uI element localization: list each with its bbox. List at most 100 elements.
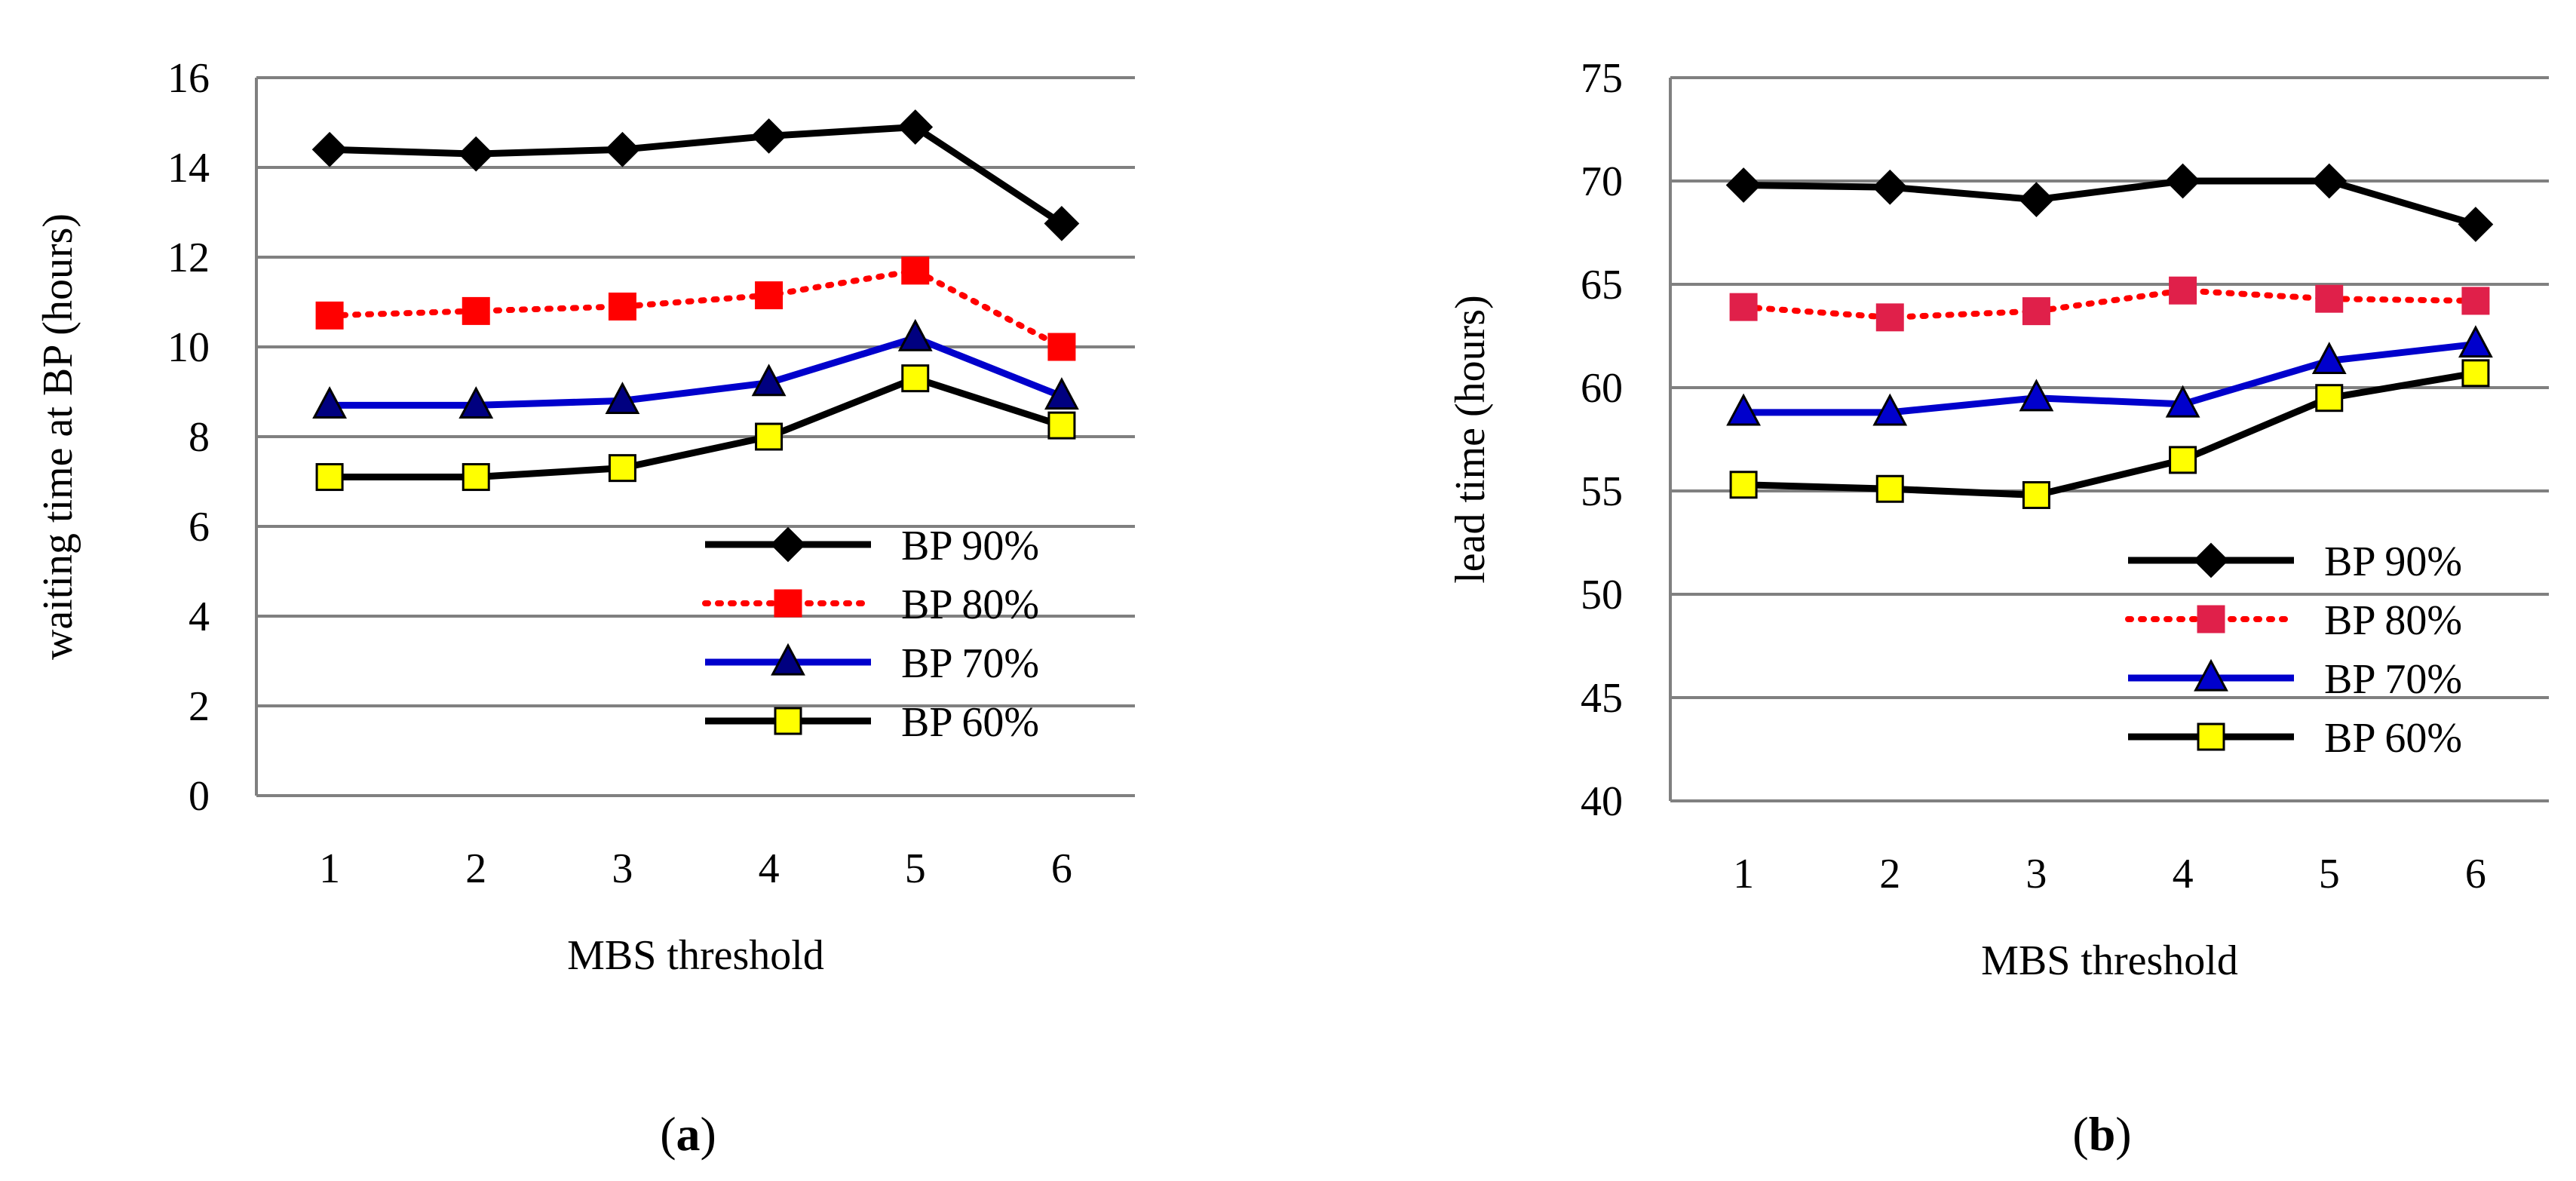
y-tick-label: 45 (1581, 675, 1623, 722)
y-tick-label: 70 (1581, 158, 1623, 205)
data-point (312, 386, 347, 419)
legend-marker (2193, 542, 2229, 578)
data-point (2311, 342, 2347, 375)
data-point (605, 382, 640, 415)
data-point (458, 386, 494, 419)
data-point (2311, 163, 2348, 199)
panel-caption: (b) (2072, 1107, 2131, 1161)
legend-label: BP 60% (2324, 715, 2462, 762)
series-line-bp80 (1740, 287, 2479, 321)
data-point (315, 463, 344, 492)
data-point (1875, 474, 1904, 503)
x-tick-label: 3 (2026, 851, 2047, 897)
data-point (2458, 325, 2493, 358)
legend-label: BP 80% (901, 581, 1039, 628)
data-point (1047, 333, 1076, 361)
legend: BP 90% BP 80% BP 70% BP 60% (2125, 538, 2462, 762)
y-tick-label: 4 (189, 594, 210, 640)
data-point (897, 318, 933, 351)
x-tick-label: 2 (1879, 851, 1900, 897)
data-point (2315, 284, 2344, 313)
data-point (1725, 167, 1762, 203)
y-tick-label: 12 (167, 235, 210, 281)
y-tick-label: 2 (189, 683, 210, 730)
data-point (2169, 276, 2197, 305)
data-point (755, 422, 784, 451)
data-point (2461, 287, 2490, 315)
data-point (1044, 377, 1079, 410)
legend-marker (770, 526, 806, 563)
x-tick-label: 4 (759, 845, 780, 892)
data-point (755, 281, 784, 310)
series-line-bp60 (1743, 370, 2476, 498)
x-tick-label: 2 (465, 845, 486, 892)
data-point (901, 256, 930, 285)
data-point (2458, 207, 2494, 242)
y-tick-label: 16 (167, 55, 210, 102)
data-point (311, 131, 348, 167)
data-point (2165, 385, 2200, 418)
y-tick-label: 10 (167, 324, 210, 371)
data-point (1729, 293, 1758, 321)
legend-marker (2194, 658, 2228, 692)
legend-marker (774, 589, 802, 618)
legend-marker (2197, 722, 2225, 751)
legend-marker (2197, 605, 2225, 633)
data-point (897, 109, 934, 145)
x-tick-label: 1 (319, 845, 340, 892)
y-tick-label: 14 (167, 145, 210, 192)
y-tick-label: 0 (189, 773, 210, 820)
x-tick-label: 5 (905, 845, 926, 892)
data-point (315, 301, 344, 330)
data-point (608, 292, 636, 321)
data-point (1872, 169, 1908, 205)
data-point (458, 136, 494, 172)
x-tick-label: 4 (2173, 851, 2194, 897)
data-point (1047, 411, 1076, 440)
data-point (2022, 297, 2050, 326)
data-point (2019, 182, 2054, 218)
data-point (608, 454, 636, 483)
series-line-bp60 (330, 375, 1063, 481)
data-point (2022, 480, 2050, 509)
y-axis-title: waiting time at BP (hours) (35, 213, 81, 660)
y-tick-label: 8 (189, 414, 210, 461)
y-axis-title: lead time (hours) (1447, 295, 1494, 584)
legend: BP 90% BP 80% BP 70% BP 60% (702, 523, 1039, 746)
y-tick-label: 40 (1581, 778, 1623, 825)
series-line-bp90 (329, 123, 1064, 227)
legend-marker (774, 707, 802, 735)
data-point (901, 364, 930, 393)
data-point (1726, 393, 1761, 426)
data-point (1875, 303, 1904, 332)
legend-label: BP 70% (2324, 656, 2462, 703)
series-line-bp70 (1743, 340, 2476, 416)
data-point (751, 364, 787, 397)
y-tick-label: 50 (1581, 572, 1623, 618)
x-tick-label: 6 (1051, 845, 1072, 892)
data-point (605, 131, 640, 167)
legend-label: BP 70% (901, 640, 1039, 687)
legend-marker (771, 643, 805, 676)
x-tick-label: 6 (2465, 851, 2486, 897)
data-point (751, 118, 787, 154)
data-point (462, 463, 490, 492)
x-axis-title: MBS threshold (567, 932, 824, 979)
legend-label: BP 90% (2324, 538, 2462, 585)
y-tick-label: 55 (1581, 468, 1623, 515)
data-point (1872, 393, 1908, 426)
data-point (2461, 359, 2490, 388)
series-line-bp90 (1743, 177, 2477, 228)
data-point (2315, 384, 2344, 413)
data-point (2165, 163, 2200, 199)
panel-caption: (a) (660, 1107, 716, 1161)
series-line-bp70 (330, 334, 1063, 409)
series-line-bp80 (327, 267, 1065, 350)
data-point (1729, 471, 1758, 499)
data-point (2019, 379, 2054, 412)
y-tick-label: 60 (1581, 365, 1623, 412)
y-tick-label: 65 (1581, 262, 1623, 308)
y-tick-label: 6 (189, 504, 210, 551)
